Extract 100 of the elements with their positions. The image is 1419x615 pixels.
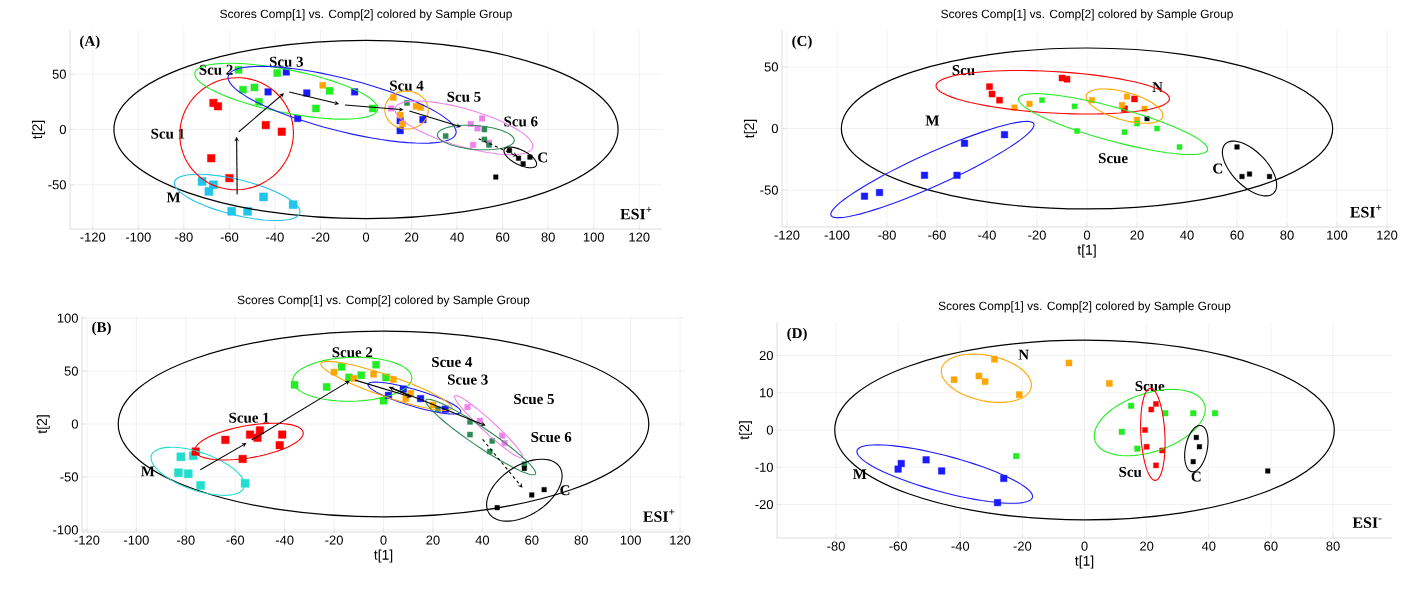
y-tick-label: -20	[755, 499, 773, 510]
y-tick-label: 0	[771, 123, 778, 134]
x-tick-label: -80	[175, 232, 193, 242]
x-tick-label: -40	[951, 541, 970, 551]
series-label: Scu 5	[447, 91, 481, 102]
x-tick-label: -60	[226, 535, 245, 545]
x-tick-label: 80	[1280, 230, 1294, 240]
x-tick-label: 100	[1327, 230, 1348, 240]
x-tick-label: -20	[325, 535, 343, 545]
x-tick-label: 40	[450, 232, 464, 242]
x-tick-label: -60	[220, 232, 239, 242]
chart-title: Scores Comp[1] vs. Comp[2] colored by Sample Group	[220, 9, 512, 21]
x-tick-label: 60	[496, 232, 510, 242]
x-tick-label: -20	[311, 232, 330, 242]
x-tick-label: 80	[1326, 541, 1340, 551]
series-label: Scu 2	[199, 64, 233, 75]
x-tick-label: -100	[123, 535, 149, 545]
annotation: (D)	[787, 327, 807, 342]
chart-title: Scores Comp[1] vs. Comp[2] colored by Sample Group	[237, 295, 530, 307]
x-axis-title: t[1]	[1075, 555, 1094, 569]
series-label: M	[140, 466, 155, 477]
series-label: Scue 6	[531, 432, 572, 443]
x-tick-label: -20	[1028, 230, 1046, 240]
x-tick-label: 40	[1201, 541, 1216, 551]
x-tick-label: 80	[541, 232, 555, 242]
series-label: N	[1018, 349, 1029, 360]
series-label: C	[1191, 471, 1201, 482]
x-tick-label: 0	[1083, 230, 1091, 240]
y-axis-title: t[2]	[36, 415, 50, 434]
y-axis-title: t[2]	[31, 120, 45, 139]
x-tick-label: 40	[1180, 230, 1194, 240]
x-tick-label: 120	[629, 232, 650, 242]
y-tick-label: 0	[766, 425, 773, 435]
series-label: Scue	[1135, 381, 1165, 392]
series-label: Scu	[1119, 466, 1142, 477]
annotation: ESI$^{+}$	[620, 206, 652, 220]
y-axis-title: t[2]	[743, 119, 757, 138]
y-tick-label: 0	[59, 124, 66, 135]
x-tick-label: 20	[405, 232, 419, 242]
x-tick-label: 120	[1377, 230, 1398, 240]
x-tick-label: 100	[583, 232, 604, 242]
series-label: M	[853, 469, 867, 479]
x-tick-label: 120	[670, 535, 691, 545]
series-label: Scu 6	[504, 116, 538, 127]
x-tick-label: 20	[1140, 541, 1154, 551]
series-label: Scue 3	[447, 374, 488, 385]
x-tick-label: 20	[426, 535, 440, 545]
y-tick-label: 50	[52, 69, 66, 79]
x-axis-title: t[1]	[1077, 244, 1096, 258]
y-tick-label: 50	[764, 62, 778, 72]
x-tick-label: -60	[889, 541, 907, 551]
x-tick-label: 60	[1230, 230, 1244, 240]
y-tick-label: 100	[57, 313, 78, 323]
series-label: Scue	[1098, 153, 1128, 164]
y-tick-label: 50	[64, 366, 78, 376]
annotation: ESI$^{+}$	[1350, 204, 1382, 218]
annotation: (B)	[92, 321, 111, 336]
y-tick-label: -10	[755, 462, 773, 472]
chart-title: Scores Comp[1] vs. Comp[2] colored by Sample Group	[941, 9, 1233, 21]
series-label: Scu	[952, 65, 975, 76]
y-axis-title: t[2]	[738, 421, 752, 440]
x-tick-label: 40	[475, 535, 490, 545]
y-tick-label: -50	[48, 180, 66, 190]
x-tick-label: 0	[1081, 541, 1088, 551]
x-tick-label: -40	[266, 232, 284, 242]
series-label: Scue 1	[229, 412, 269, 423]
annotation: ESI$^{+}$	[643, 509, 675, 522]
y-tick-label: 10	[760, 388, 773, 398]
x-tick-label: 0	[362, 232, 370, 242]
y-tick-label: 20	[759, 350, 773, 361]
x-tick-label: -100	[824, 230, 850, 240]
series-label: Scue 4	[432, 356, 473, 368]
y-tick-label: 0	[71, 419, 78, 429]
x-tick-label: -40	[275, 535, 294, 545]
x-tick-label: 80	[574, 535, 588, 545]
x-tick-label: 60	[525, 535, 539, 545]
x-tick-label: -60	[928, 230, 946, 240]
annotation: ESI$^{-}$	[1352, 517, 1382, 528]
text: Scue 5	[514, 393, 554, 405]
y-tick-label: -100	[53, 525, 78, 535]
legend-label: C	[538, 152, 547, 163]
x-tick-label: -120	[74, 535, 100, 545]
series-label: Scu 4	[390, 80, 424, 91]
series-label: Scue 2	[332, 347, 373, 358]
x-tick-label: -120	[774, 230, 800, 240]
x-tick-label: 0	[380, 535, 387, 545]
annotation: (A)	[80, 35, 100, 50]
x-tick-label: -100	[125, 232, 151, 242]
x-tick-label: 60	[1264, 541, 1278, 551]
annotation: (C)	[792, 35, 812, 50]
x-axis-title: t[1]	[374, 549, 393, 563]
x-tick-label: -120	[80, 232, 106, 242]
x-tick-label: -80	[177, 535, 195, 545]
series-label: C	[1213, 163, 1223, 174]
x-tick-label: 100	[620, 535, 641, 545]
series-label: Scu 3	[269, 56, 304, 67]
x-tick-label: -80	[878, 230, 896, 240]
series-label: M	[166, 192, 181, 203]
x-tick-label: -40	[978, 230, 996, 240]
x-tick-label: 20	[1130, 230, 1144, 240]
